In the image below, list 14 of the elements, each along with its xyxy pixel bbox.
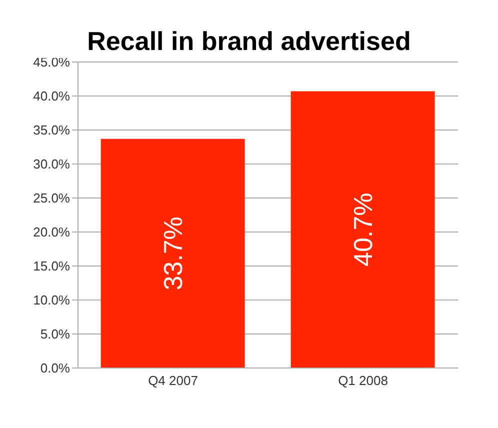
chart-title: Recall in brand advertised (87, 26, 411, 56)
y-tick-label: 0.0% (40, 360, 70, 376)
y-tick-label: 30.0% (33, 156, 70, 172)
y-tick-label: 10.0% (33, 292, 70, 308)
y-tick-label: 5.0% (40, 326, 70, 342)
x-tick-label: Q4 2007 (148, 373, 198, 388)
data-label: 33.7% (158, 216, 188, 290)
y-tick-label: 15.0% (33, 258, 70, 274)
y-tick-label: 40.0% (33, 88, 70, 104)
data-label: 40.7% (348, 192, 378, 266)
y-tick-label: 20.0% (33, 224, 70, 240)
y-tick-label: 35.0% (33, 122, 70, 138)
y-tick-label: 25.0% (33, 190, 70, 206)
x-tick-label: Q1 2008 (338, 373, 388, 388)
